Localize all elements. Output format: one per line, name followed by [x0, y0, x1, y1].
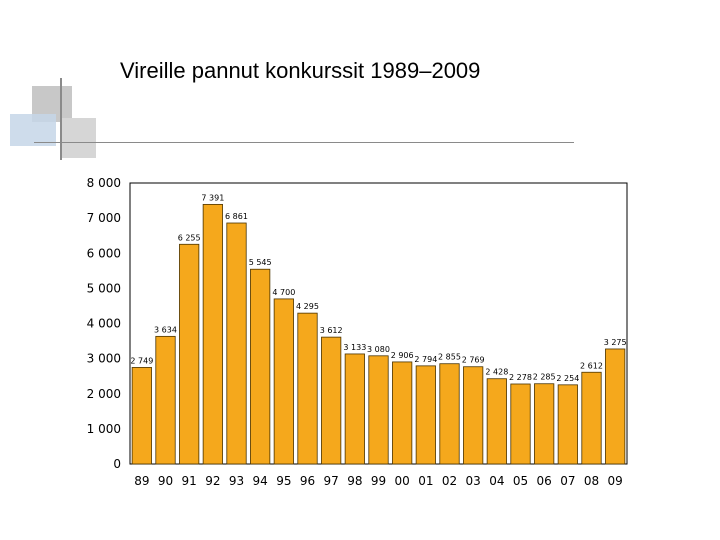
bar-08	[581, 371, 602, 465]
x-tick-label: 95	[276, 474, 291, 488]
value-label: 5 545	[249, 258, 272, 267]
bar-01	[415, 365, 436, 465]
bar-94	[250, 268, 271, 465]
bar-05	[510, 383, 531, 465]
bar-96	[297, 312, 318, 465]
bar-07	[557, 384, 578, 465]
bar-03	[463, 366, 484, 465]
page-title: Vireille pannut konkurssit 1989–2009	[120, 58, 481, 83]
bar-95	[273, 298, 294, 465]
value-label: 2 906	[391, 351, 414, 360]
x-tick-label: 07	[560, 474, 575, 488]
value-label: 2 769	[462, 356, 485, 365]
bar-09	[605, 348, 626, 465]
bar-98	[344, 353, 365, 465]
decor-horizontal-line	[34, 142, 574, 143]
bar-06	[534, 383, 555, 465]
x-tick-label: 90	[158, 474, 173, 488]
x-tick-label: 92	[205, 474, 220, 488]
x-tick-label: 05	[513, 474, 528, 488]
bar-93	[226, 222, 247, 465]
bar-02	[439, 363, 460, 465]
value-label: 3 133	[343, 343, 366, 352]
decor-blue-square	[10, 114, 56, 146]
value-label: 3 080	[367, 345, 390, 354]
y-tick-label: 8 000	[87, 176, 121, 190]
x-tick-label: 89	[134, 474, 149, 488]
bar-89	[131, 367, 152, 465]
value-label: 2 855	[438, 353, 461, 362]
x-tick-label: 08	[584, 474, 599, 488]
value-label: 2 278	[509, 373, 532, 382]
y-tick-label: 5 000	[87, 281, 121, 295]
x-tick-label: 93	[229, 474, 244, 488]
value-label: 4 700	[272, 288, 295, 297]
x-tick-label: 98	[347, 474, 362, 488]
bars-group	[131, 203, 626, 465]
value-label: 6 861	[225, 212, 248, 221]
x-tick-label: 00	[395, 474, 410, 488]
x-tick-label: 97	[324, 474, 339, 488]
bar-90	[155, 335, 176, 465]
value-label: 6 255	[178, 233, 201, 242]
value-label: 3 634	[154, 325, 177, 334]
bar-99	[368, 355, 389, 465]
x-tick-label: 09	[608, 474, 623, 488]
x-axis-labels: 89 90 91 92 93 94 95 96 97 98 99 00 01 02 03 04 05 06 07 08…	[134, 474, 623, 488]
bar-92	[202, 203, 223, 465]
value-label: 2 428	[485, 368, 508, 377]
x-tick-label: 06	[537, 474, 552, 488]
bar-04	[486, 378, 507, 465]
value-label: 2 254	[556, 374, 579, 383]
decor-vertical-line	[60, 78, 62, 160]
x-tick-label: 91	[182, 474, 197, 488]
decor-gray-square-bottom	[62, 118, 96, 158]
x-tick-label: 96	[300, 474, 315, 488]
x-tick-label: 04	[489, 474, 504, 488]
value-label: 4 295	[296, 302, 319, 311]
value-label: 3 275	[604, 338, 627, 347]
value-label: 2 285	[533, 373, 556, 382]
bar-91	[179, 243, 200, 465]
y-tick-label: 4 000	[87, 317, 121, 331]
x-tick-label: 94	[253, 474, 268, 488]
value-label: 2 612	[580, 361, 603, 370]
bar-00	[392, 361, 413, 465]
value-label: 3 612	[320, 326, 343, 335]
y-tick-label: 2 000	[87, 387, 121, 401]
y-tick-label: 1 000	[87, 422, 121, 436]
x-tick-label: 01	[418, 474, 433, 488]
y-axis-labels: 0 1 000 2 000 3 000 4 000 5 000 6 000 7 000 8 00…	[87, 176, 121, 471]
y-tick-label: 7 000	[87, 211, 121, 225]
y-tick-label: 0	[113, 457, 121, 471]
bar-97	[321, 336, 342, 465]
y-tick-label: 6 000	[87, 246, 121, 260]
x-tick-label: 03	[466, 474, 481, 488]
x-tick-label: 99	[371, 474, 386, 488]
value-label: 2 749	[130, 356, 153, 365]
y-tick-label: 3 000	[87, 352, 121, 366]
x-tick-label: 02	[442, 474, 457, 488]
value-label: 7 391	[201, 193, 224, 202]
value-label: 2 794	[414, 355, 437, 364]
